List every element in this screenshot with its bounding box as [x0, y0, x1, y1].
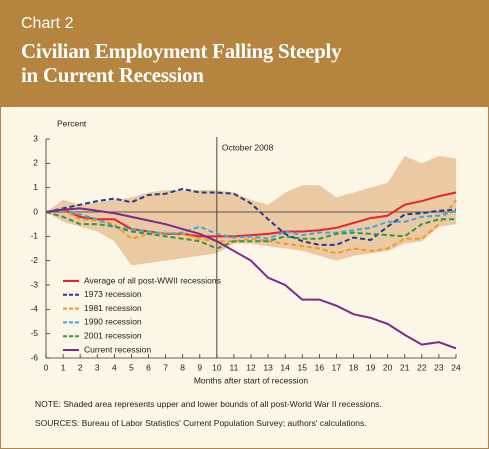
y-tick-label: 2: [33, 158, 38, 168]
legend-label: 1981 recession: [84, 303, 142, 313]
x-tick-label: 20: [383, 362, 393, 372]
y-tick-label: -1: [30, 231, 38, 241]
x-tick-label: 22: [417, 362, 427, 372]
series-line: [45, 199, 457, 255]
chart-label: Chart 2: [21, 15, 74, 32]
series-line: [45, 191, 457, 238]
x-tick-label: 2: [78, 362, 83, 372]
x-tick-label: 15: [298, 362, 308, 372]
source: SOURCES: Bureau of Labor Statistics' Cur…: [35, 418, 367, 428]
x-tick-label: 14: [280, 362, 290, 372]
series-line: [45, 207, 457, 350]
x-tick-label: 9: [197, 362, 202, 372]
chart-title: in Current Recession: [21, 63, 204, 87]
y-tick-label: -6: [30, 352, 38, 362]
x-tick-label: 24: [451, 362, 461, 372]
x-tick-label: 3: [95, 362, 100, 372]
legend-label: Average of all post-WWII recessions: [84, 275, 221, 285]
y-tick-label: -2: [30, 255, 38, 265]
legend-label: Current recession: [84, 344, 151, 354]
x-tick-label: 1: [61, 362, 66, 372]
x-tick-label: 0: [44, 362, 49, 372]
x-tick-label: 7: [163, 362, 168, 372]
series-line: [45, 211, 456, 250]
series-line: [45, 187, 457, 246]
series-line: [45, 208, 457, 240]
x-axis-label: Months after start of recession: [194, 375, 309, 385]
y-tick-label: 0: [33, 206, 38, 216]
y-tick-label: 1: [33, 182, 38, 192]
chart-title: Civilian Employment Falling Steeply: [21, 39, 342, 63]
y-axis-label: Percent: [57, 118, 87, 128]
y-tick-label: -5: [30, 328, 38, 338]
x-tick-label: 18: [349, 362, 359, 372]
x-tick-label: 5: [129, 362, 134, 372]
header: Chart 2 Civilian Employment Falling Stee…: [1, 1, 488, 107]
x-tick-label: 19: [366, 362, 376, 372]
x-tick-label: 16: [315, 362, 325, 372]
x-tick-label: 17: [332, 362, 342, 372]
note: NOTE: Shaded area represents upper and l…: [35, 399, 382, 409]
x-tick-label: 13: [263, 362, 273, 372]
x-tick-label: 4: [112, 362, 117, 372]
legend-label: 1973 recession: [84, 289, 142, 299]
x-tick-label: 10: [212, 362, 222, 372]
x-tick-label: 23: [434, 362, 444, 372]
y-tick-label: -3: [30, 279, 38, 289]
x-tick-label: 12: [246, 362, 256, 372]
x-tick-label: 8: [180, 362, 185, 372]
x-tick-label: 11: [230, 362, 239, 372]
y-tick-label: 3: [33, 133, 38, 143]
y-tick-label: -4: [30, 304, 38, 314]
x-tick-label: 6: [146, 362, 151, 372]
chart: Percent Months after start of recession …: [30, 118, 461, 385]
annotation-text: October 2008: [222, 142, 274, 152]
legend-label: 1990 recession: [84, 317, 142, 327]
x-tick-label: 21: [400, 362, 410, 372]
legend-label: 2001 recession: [84, 330, 142, 340]
